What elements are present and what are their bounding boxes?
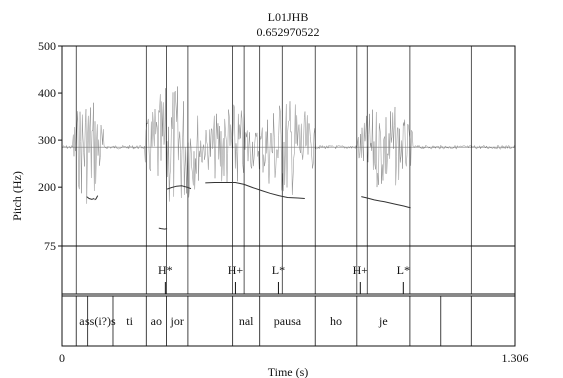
y-tick-label-2: 300 bbox=[38, 133, 56, 147]
pitch-segment-2 bbox=[158, 227, 168, 230]
chart-title: L01JHB bbox=[268, 10, 309, 24]
tone-label-2: L* bbox=[272, 263, 285, 277]
tone-label-3: H+ bbox=[353, 263, 369, 277]
tone-label-0: H* bbox=[158, 263, 173, 277]
x-tick-label-1: 1.306 bbox=[502, 351, 529, 365]
x-axis-label: Time (s) bbox=[268, 365, 309, 378]
pitch-contour bbox=[86, 182, 411, 230]
y-tick-label-1: 200 bbox=[38, 180, 56, 194]
waveform bbox=[61, 86, 516, 204]
pitch-segment-0 bbox=[86, 196, 95, 200]
pitch-segment-4 bbox=[205, 182, 305, 199]
pitch-segment-3 bbox=[166, 185, 192, 190]
chart-subtitle: 0.652970522 bbox=[257, 25, 320, 39]
tone-label-4: L* bbox=[397, 263, 410, 277]
syllable-label-1: ss(i?)s bbox=[85, 314, 116, 328]
tone-label-1: H+ bbox=[228, 263, 244, 277]
syllable-label-4: jor bbox=[169, 314, 183, 328]
tone-labels: H* H+ L* H+ L* bbox=[158, 263, 410, 294]
pitch-segment-5 bbox=[361, 196, 411, 209]
y-axis-label: Pitch (Hz) bbox=[10, 171, 24, 221]
tone-tier-frame bbox=[61, 245, 516, 297]
syllable-label-8: ho bbox=[330, 314, 342, 328]
syllable-label-9: je bbox=[378, 314, 388, 328]
y-tick-label-3: 400 bbox=[38, 86, 56, 100]
syllable-tier-frame bbox=[61, 295, 516, 347]
tier-boundaries bbox=[75, 46, 472, 346]
syllable-label-6: nal bbox=[239, 314, 254, 328]
pitch-segment-1 bbox=[94, 195, 99, 201]
syllable-label-7: pausa bbox=[274, 314, 302, 328]
x-tick-label-0: 0 bbox=[59, 351, 65, 365]
syllable-label-2: ti bbox=[126, 314, 133, 328]
syllable-label-0: a bbox=[79, 314, 85, 328]
syllable-labels: a ss(i?)s ti ao jor nal pausa ho je bbox=[79, 314, 387, 328]
waveform-trace bbox=[61, 86, 516, 204]
y-tick-label-0: 75 bbox=[44, 239, 56, 253]
y-axis-ticks: 75 200 300 400 500 bbox=[38, 39, 62, 253]
y-tick-label-4: 500 bbox=[38, 39, 56, 53]
syllable-label-3: ao bbox=[151, 314, 162, 328]
